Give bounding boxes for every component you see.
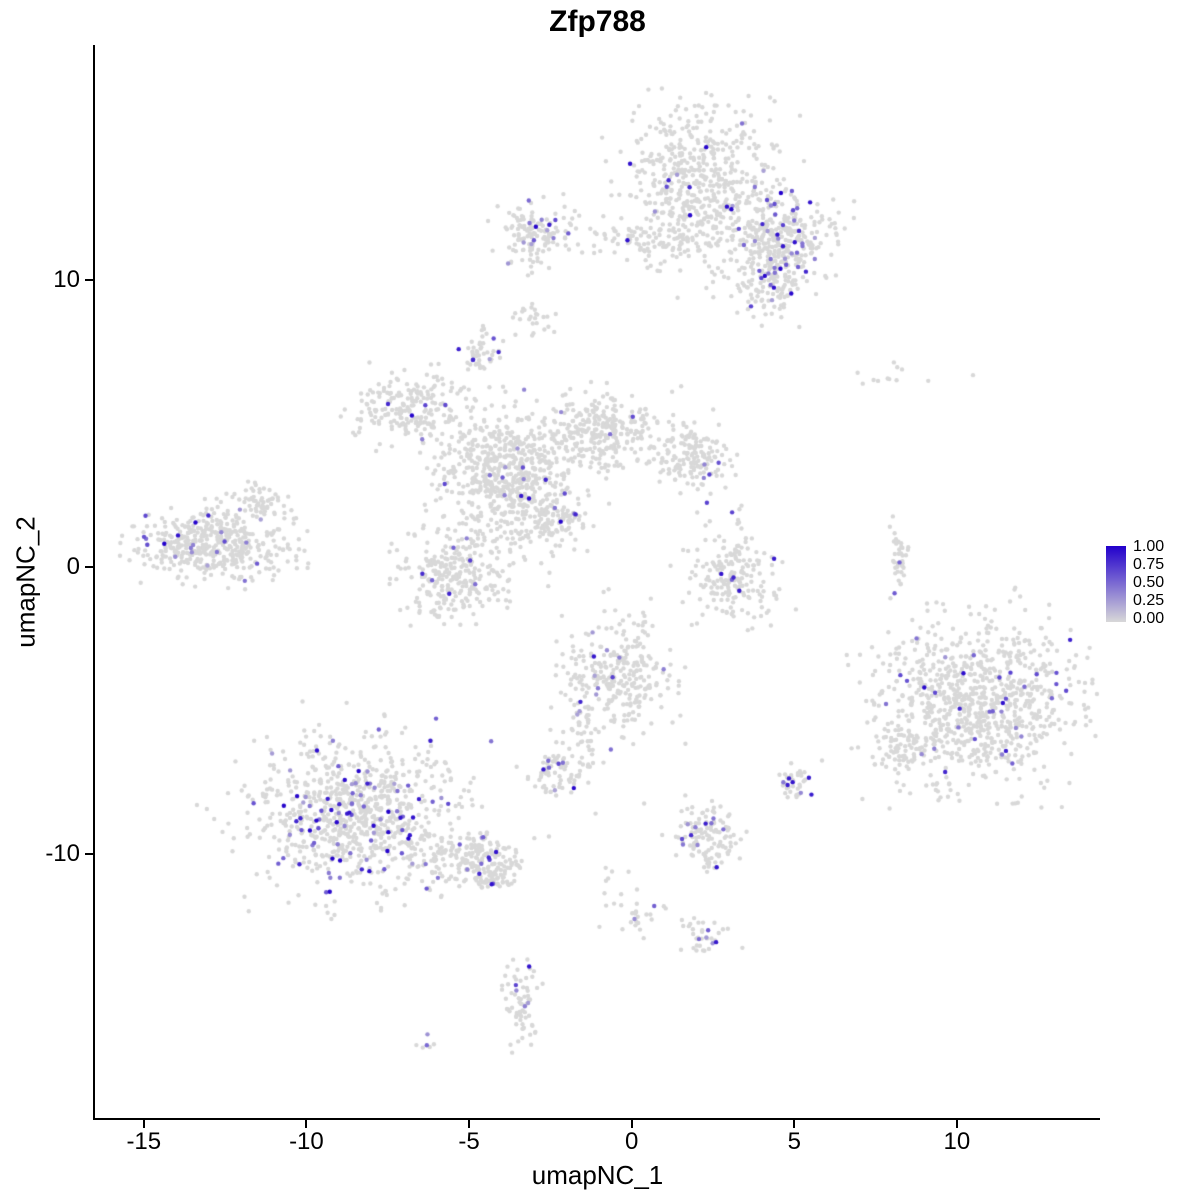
y-axis-tick — [85, 566, 93, 569]
colorbar-labels: 1.00 0.75 0.50 0.25 0.00 — [1133, 538, 1164, 628]
x-tick-label: 5 — [787, 1128, 801, 1155]
y-axis-line — [93, 45, 95, 1120]
colorbar-gradient — [1106, 546, 1126, 622]
x-axis-line — [93, 1118, 1100, 1120]
y-tick-label: 10 — [53, 266, 80, 294]
x-axis-tick — [468, 1120, 471, 1128]
x-axis-tick — [142, 1120, 145, 1128]
legend-tick-label: 0.75 — [1133, 556, 1165, 573]
legend-tick-label: 1.00 — [1133, 538, 1165, 555]
x-tick-label: 0 — [624, 1128, 639, 1155]
x-axis-title: umapNC_1 — [531, 1160, 664, 1190]
x-axis-tick — [630, 1120, 633, 1128]
y-axis-tick — [85, 279, 93, 282]
x-axis-tick — [793, 1120, 796, 1128]
y-tick-label: -10 — [45, 840, 80, 868]
x-axis-tick — [305, 1120, 308, 1128]
y-axis-title: umapNC_2 — [10, 516, 41, 648]
x-tick-label: -5 — [458, 1128, 480, 1155]
y-axis-tick — [85, 853, 93, 856]
x-axis-tick — [955, 1120, 958, 1128]
y-tick-label: 0 — [66, 553, 80, 581]
legend-tick-label: 0.00 — [1133, 610, 1165, 627]
x-tick-label: -15 — [126, 1128, 162, 1155]
legend-tick-label: 0.25 — [1133, 592, 1165, 609]
legend-tick-label: 0.50 — [1133, 574, 1165, 591]
x-tick-label: -10 — [289, 1128, 324, 1155]
x-tick-label: 10 — [943, 1128, 971, 1155]
